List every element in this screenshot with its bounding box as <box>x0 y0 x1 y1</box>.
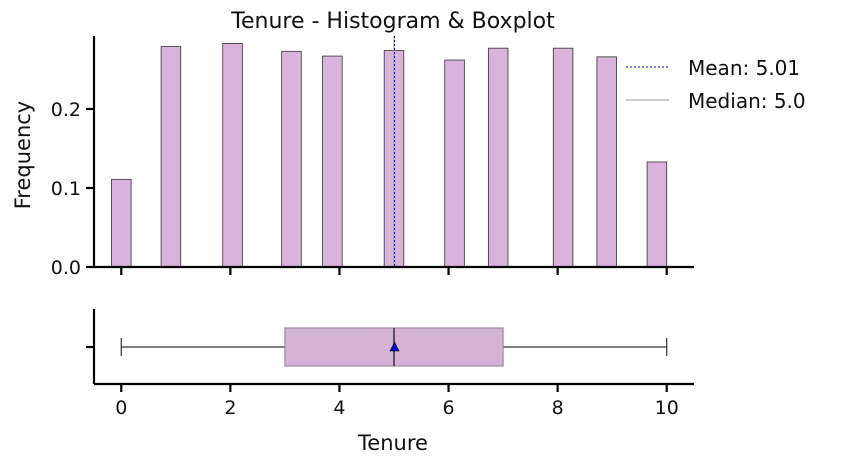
histogram-bar <box>646 161 668 268</box>
legend-mean-label: Mean: 5.01 <box>688 56 800 80</box>
y-tick-label: 0.0 <box>51 257 81 279</box>
x-tick-label: 4 <box>333 397 345 419</box>
histogram-bars <box>111 43 668 268</box>
histogram-bar <box>444 59 465 268</box>
histogram-bar <box>111 178 132 268</box>
histogram-bar <box>160 46 182 268</box>
histogram-bar <box>322 55 343 268</box>
x-tick-label: 10 <box>655 397 679 419</box>
histogram-bar <box>281 50 302 268</box>
boxplot <box>120 327 668 367</box>
legend-median-label: Median: 5.0 <box>688 89 806 113</box>
histogram-bar <box>487 47 509 268</box>
boxplot-axes: 0 2 4 6 8 10 <box>86 309 694 419</box>
histogram-bar <box>596 56 617 268</box>
y-tick-label: 0.2 <box>51 99 81 121</box>
y-axis-label: Frequency <box>11 101 35 210</box>
mean-marker <box>389 341 400 352</box>
x-tick-label: 0 <box>115 397 127 419</box>
chart-title: Tenure - Histogram & Boxplot <box>230 9 555 34</box>
histogram-reference-lines <box>393 36 396 267</box>
histogram-bar <box>552 47 574 268</box>
x-tick-label: 2 <box>224 397 236 419</box>
x-axis-label: Tenure <box>357 431 428 455</box>
histogram-axes: 0.0 0.1 0.2 <box>51 36 694 279</box>
y-tick-label: 0.1 <box>51 178 81 200</box>
x-tick-label: 6 <box>442 397 454 419</box>
histogram-bar <box>222 43 243 268</box>
legend: Mean: 5.01 Median: 5.0 <box>626 56 806 113</box>
x-tick-label: 8 <box>552 397 564 419</box>
